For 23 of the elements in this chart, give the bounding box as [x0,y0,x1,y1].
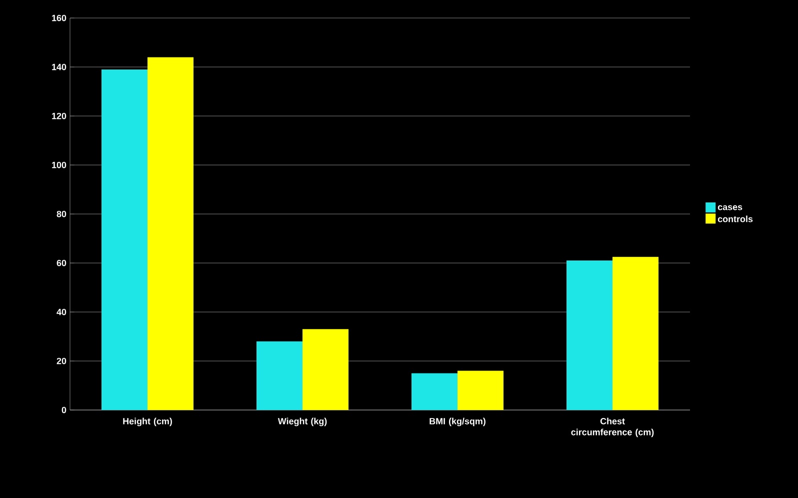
x-tick-label: BMI (kg/sqm) [430,418,486,426]
x-tick-label: Chest circumference (cm) [571,418,654,438]
bar [458,370,504,410]
bar [256,341,302,410]
y-tick-label: 120 [52,112,66,120]
bar [612,256,659,410]
legend-label: controls [718,216,753,222]
y-tick-label: 80 [56,210,66,218]
legend-label: cases [718,205,742,210]
y-tick-label: 20 [56,358,66,364]
bar [566,260,613,410]
y-tick-label: 0 [62,406,66,414]
bar [148,57,194,410]
x-tick-label: Wieght (kg) [278,418,327,426]
bar [102,69,148,410]
y-tick-label: 40 [56,308,66,316]
y-tick-label: 100 [52,162,66,168]
x-tick-label: Height (cm) [123,418,172,426]
y-tick-label: 140 [52,64,66,70]
bar [302,329,348,410]
y-tick-label: 160 [52,14,66,22]
bar [412,373,458,410]
y-tick-label: 60 [56,260,66,266]
